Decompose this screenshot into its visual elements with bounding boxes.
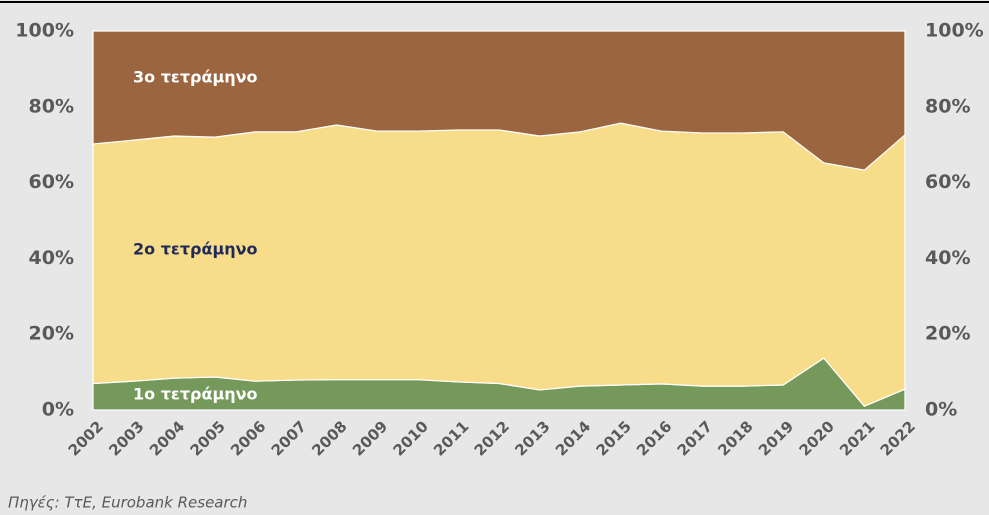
source: Πηγές: ΤτΕ, Eurobank Research — [8, 494, 247, 512]
y-tick-label: 80% — [29, 95, 74, 117]
y2-tick-label: 20% — [925, 323, 970, 345]
series-label: 3ο τετράμηνο — [133, 68, 258, 87]
series-label: 2ο τετράμηνο — [133, 240, 258, 259]
area — [92, 30, 906, 171]
area — [92, 122, 906, 407]
y-tick-label: 40% — [29, 247, 74, 269]
y2-tick-label: 40% — [925, 247, 970, 269]
y-tick-label: 0% — [42, 399, 74, 421]
y-tick-label: 100% — [15, 20, 74, 42]
y2-tick-label: 80% — [925, 95, 970, 117]
y2-tick-label: 100% — [925, 20, 984, 42]
y-tick-label: 20% — [29, 323, 74, 345]
y2-tick-label: 0% — [925, 399, 957, 421]
y-tick-label: 60% — [29, 171, 74, 193]
y2-tick-label: 60% — [925, 171, 970, 193]
series-label: 1ο τετράμηνο — [133, 385, 258, 404]
